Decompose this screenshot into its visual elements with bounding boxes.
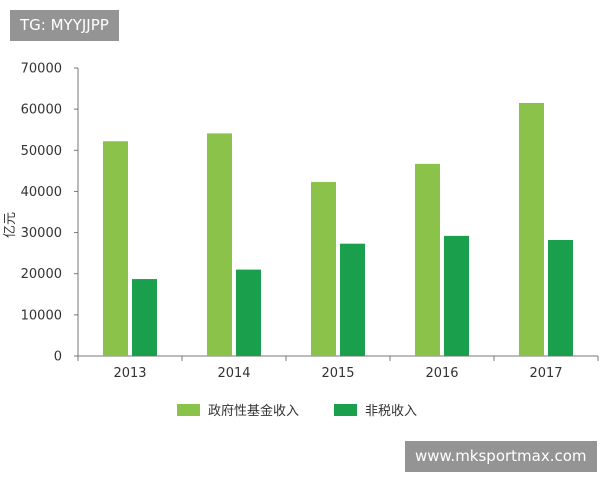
bars [103, 102, 573, 356]
legend-swatch-series-2 [334, 404, 357, 416]
y-tick-label: 40000 [21, 185, 62, 200]
y-tick-label: 0 [54, 350, 62, 365]
watermark-bottom: www.mksportmax.com [405, 441, 597, 472]
bar-1-2014 [207, 133, 232, 356]
x-tick-label: 2017 [529, 366, 562, 381]
y-tick-label: 60000 [21, 103, 62, 118]
x-tick-label: 2016 [425, 366, 458, 381]
y-axis-title-group: 亿元 [3, 212, 18, 238]
bar-2-2015 [340, 243, 365, 356]
bar-2-2013 [132, 279, 157, 356]
y-tick-label: 20000 [21, 267, 62, 282]
bar-1-2016 [415, 163, 440, 356]
x-tick-label: 2014 [217, 366, 250, 381]
y-axis-title: 亿元 [3, 212, 18, 238]
x-tick-label: 2015 [321, 366, 354, 381]
bar-2-2017 [548, 239, 573, 356]
legend-label-series-2: 非税收入 [365, 404, 417, 419]
y-tick-label: 10000 [21, 308, 62, 323]
bar-1-2015 [311, 181, 336, 356]
bar-2-2014 [236, 269, 261, 356]
bar-2-2016 [444, 235, 469, 356]
y-tick-label: 50000 [21, 144, 62, 159]
legend-swatch-series-1 [177, 404, 200, 416]
y-axis-ticks: 0 10000 20000 30000 40000 50000 60000 70000 [21, 62, 78, 365]
x-tick-label: 2013 [113, 366, 146, 381]
x-axis-ticks: 2013 2014 2015 2016 2017 [77, 356, 599, 381]
y-tick-label: 30000 [21, 226, 62, 241]
y-tick-label: 70000 [21, 62, 62, 77]
axes [77, 68, 598, 357]
legend-label-series-1: 政府性基金收入 [208, 403, 299, 419]
bar-1-2017 [519, 102, 544, 356]
bar-1-2013 [103, 141, 128, 356]
legend: 政府性基金收入 非税收入 [177, 403, 417, 419]
watermark-top: TG: MYYJJPP [10, 10, 119, 41]
